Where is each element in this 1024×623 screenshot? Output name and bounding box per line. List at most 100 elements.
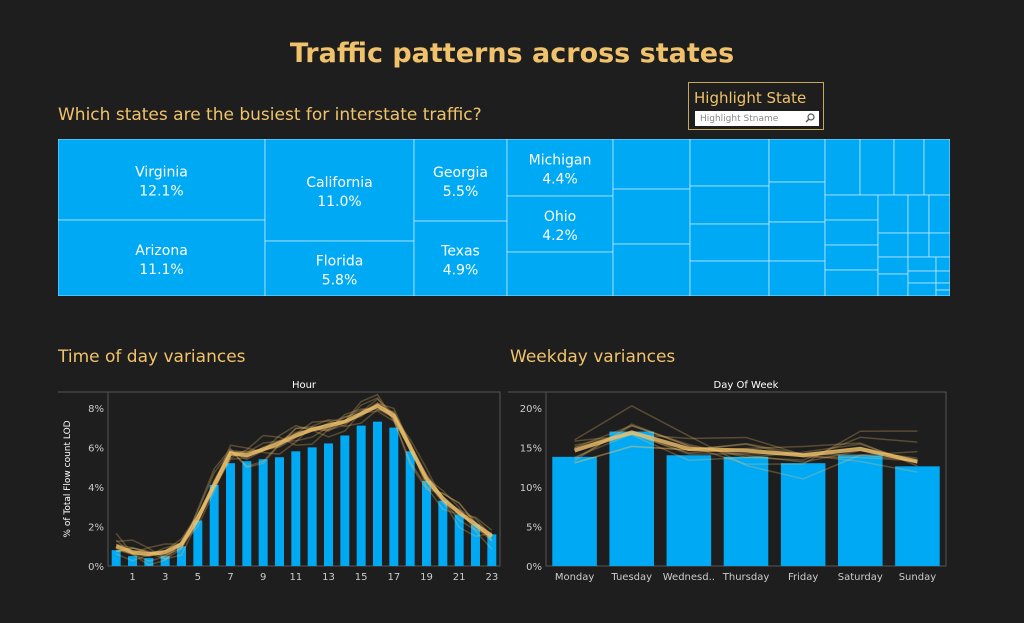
x-tick-label: 15 xyxy=(355,572,368,583)
treemap-label: Texas xyxy=(440,244,480,260)
page-title: Traffic patterns across states xyxy=(289,38,735,69)
treemap-cell xyxy=(935,282,950,291)
state-line xyxy=(574,424,918,461)
treemap-cell xyxy=(689,185,770,225)
x-tick-label: 11 xyxy=(289,572,302,583)
bar xyxy=(609,431,654,566)
treemap-cell xyxy=(928,232,950,258)
highlight-state-control: Highlight State xyxy=(688,82,824,130)
bar xyxy=(226,463,235,566)
x-tick-label: 3 xyxy=(162,572,168,583)
x-tick-label: Tuesday xyxy=(610,572,652,583)
search-icon[interactable] xyxy=(804,112,816,124)
treemap-cell xyxy=(768,260,826,296)
treemap-label: California xyxy=(306,175,372,191)
treemap-cell xyxy=(612,243,691,296)
treemap-cell xyxy=(506,195,614,253)
treemap-cell xyxy=(264,240,415,296)
bar xyxy=(242,461,252,566)
y-tick-label: 15% xyxy=(520,443,542,454)
state-line xyxy=(115,393,493,561)
treemap-cell xyxy=(824,219,879,246)
states-treemap: Virginia 12.1% Arizona 11.1% California 11.0%… xyxy=(58,139,950,296)
state-line xyxy=(574,443,918,464)
x-tick-label: 13 xyxy=(322,572,335,583)
treemap-cell xyxy=(768,221,826,262)
bar xyxy=(838,455,883,566)
hour-chart-title: Time of day variances xyxy=(58,347,246,367)
bar xyxy=(209,484,219,566)
treemap-label: Florida xyxy=(316,254,364,270)
bar xyxy=(780,463,826,566)
treemap-cell xyxy=(824,244,879,271)
mean-line xyxy=(115,403,494,557)
y-tick-label: 5% xyxy=(526,522,542,533)
treemap-cell xyxy=(935,289,950,296)
state-line xyxy=(574,442,918,464)
treemap-cell xyxy=(612,139,691,190)
bar xyxy=(438,500,448,566)
chart-header: Hour xyxy=(292,380,317,391)
highlight-state-input[interactable] xyxy=(695,111,805,126)
bar xyxy=(324,443,333,566)
x-tick-label: 1 xyxy=(129,572,135,583)
x-tick-label: Saturday xyxy=(838,572,883,583)
bar xyxy=(454,514,464,566)
plot-frame xyxy=(107,391,501,567)
bar xyxy=(275,457,284,566)
treemap-value: 11.1% xyxy=(139,262,183,278)
treemap-cell xyxy=(58,139,266,221)
x-tick-label: Sunday xyxy=(899,572,936,583)
y-tick-label: 6% xyxy=(88,443,104,454)
treemap-cell xyxy=(58,219,266,296)
x-tick-label: 17 xyxy=(387,572,400,583)
treemap-cell xyxy=(877,256,909,275)
treemap-value: 5.8% xyxy=(322,273,358,289)
treemap-cell xyxy=(877,232,909,258)
bar xyxy=(356,425,366,566)
x-tick-label: 23 xyxy=(485,572,498,583)
x-tick-label: 9 xyxy=(260,572,266,583)
bar xyxy=(258,459,268,566)
treemap-label: Ohio xyxy=(544,209,576,225)
treemap-cell xyxy=(928,194,950,234)
treemap-cell xyxy=(907,256,937,272)
y-tick-label: 4% xyxy=(88,483,104,494)
treemap-cell xyxy=(506,251,614,296)
treemap-cell xyxy=(907,232,930,258)
state-line xyxy=(116,397,493,558)
mean-line xyxy=(573,430,918,464)
state-line xyxy=(116,401,493,556)
bar xyxy=(422,480,431,566)
bar xyxy=(723,456,769,566)
highlight-state-field[interactable] xyxy=(695,111,819,126)
bar xyxy=(389,427,399,566)
bar xyxy=(144,558,154,566)
treemap-label: Virginia xyxy=(135,165,188,181)
bar xyxy=(128,556,137,566)
x-tick-label: Wednesd.. xyxy=(663,572,715,583)
treemap-cell xyxy=(877,273,909,296)
treemap-cell xyxy=(824,194,879,221)
treemap-cell xyxy=(907,194,930,234)
treemap-value: 11.0% xyxy=(317,194,361,210)
highlight-state-label: Highlight State xyxy=(694,89,807,107)
y-tick-label: 8% xyxy=(88,404,104,415)
treemap-value: 5.5% xyxy=(443,184,479,200)
treemap-cell xyxy=(859,139,895,196)
bar xyxy=(373,421,382,566)
treemap-cell xyxy=(877,194,909,234)
x-tick-label: Monday xyxy=(555,572,595,583)
x-tick-label: 19 xyxy=(420,572,433,583)
bar xyxy=(487,534,497,566)
bar xyxy=(405,451,415,566)
treemap-label: Georgia xyxy=(433,165,488,181)
treemap-cell xyxy=(413,220,508,296)
y-tick-label: 10% xyxy=(520,483,542,494)
bar xyxy=(177,546,186,566)
x-tick-label: Thursday xyxy=(722,572,770,583)
treemap-cell xyxy=(689,223,770,262)
bar xyxy=(307,447,317,566)
bar xyxy=(895,466,940,566)
weekday-chart: Day Of Week 0% 5% 10% 15% 20% Monday Tuesday Wed… xyxy=(508,380,947,583)
